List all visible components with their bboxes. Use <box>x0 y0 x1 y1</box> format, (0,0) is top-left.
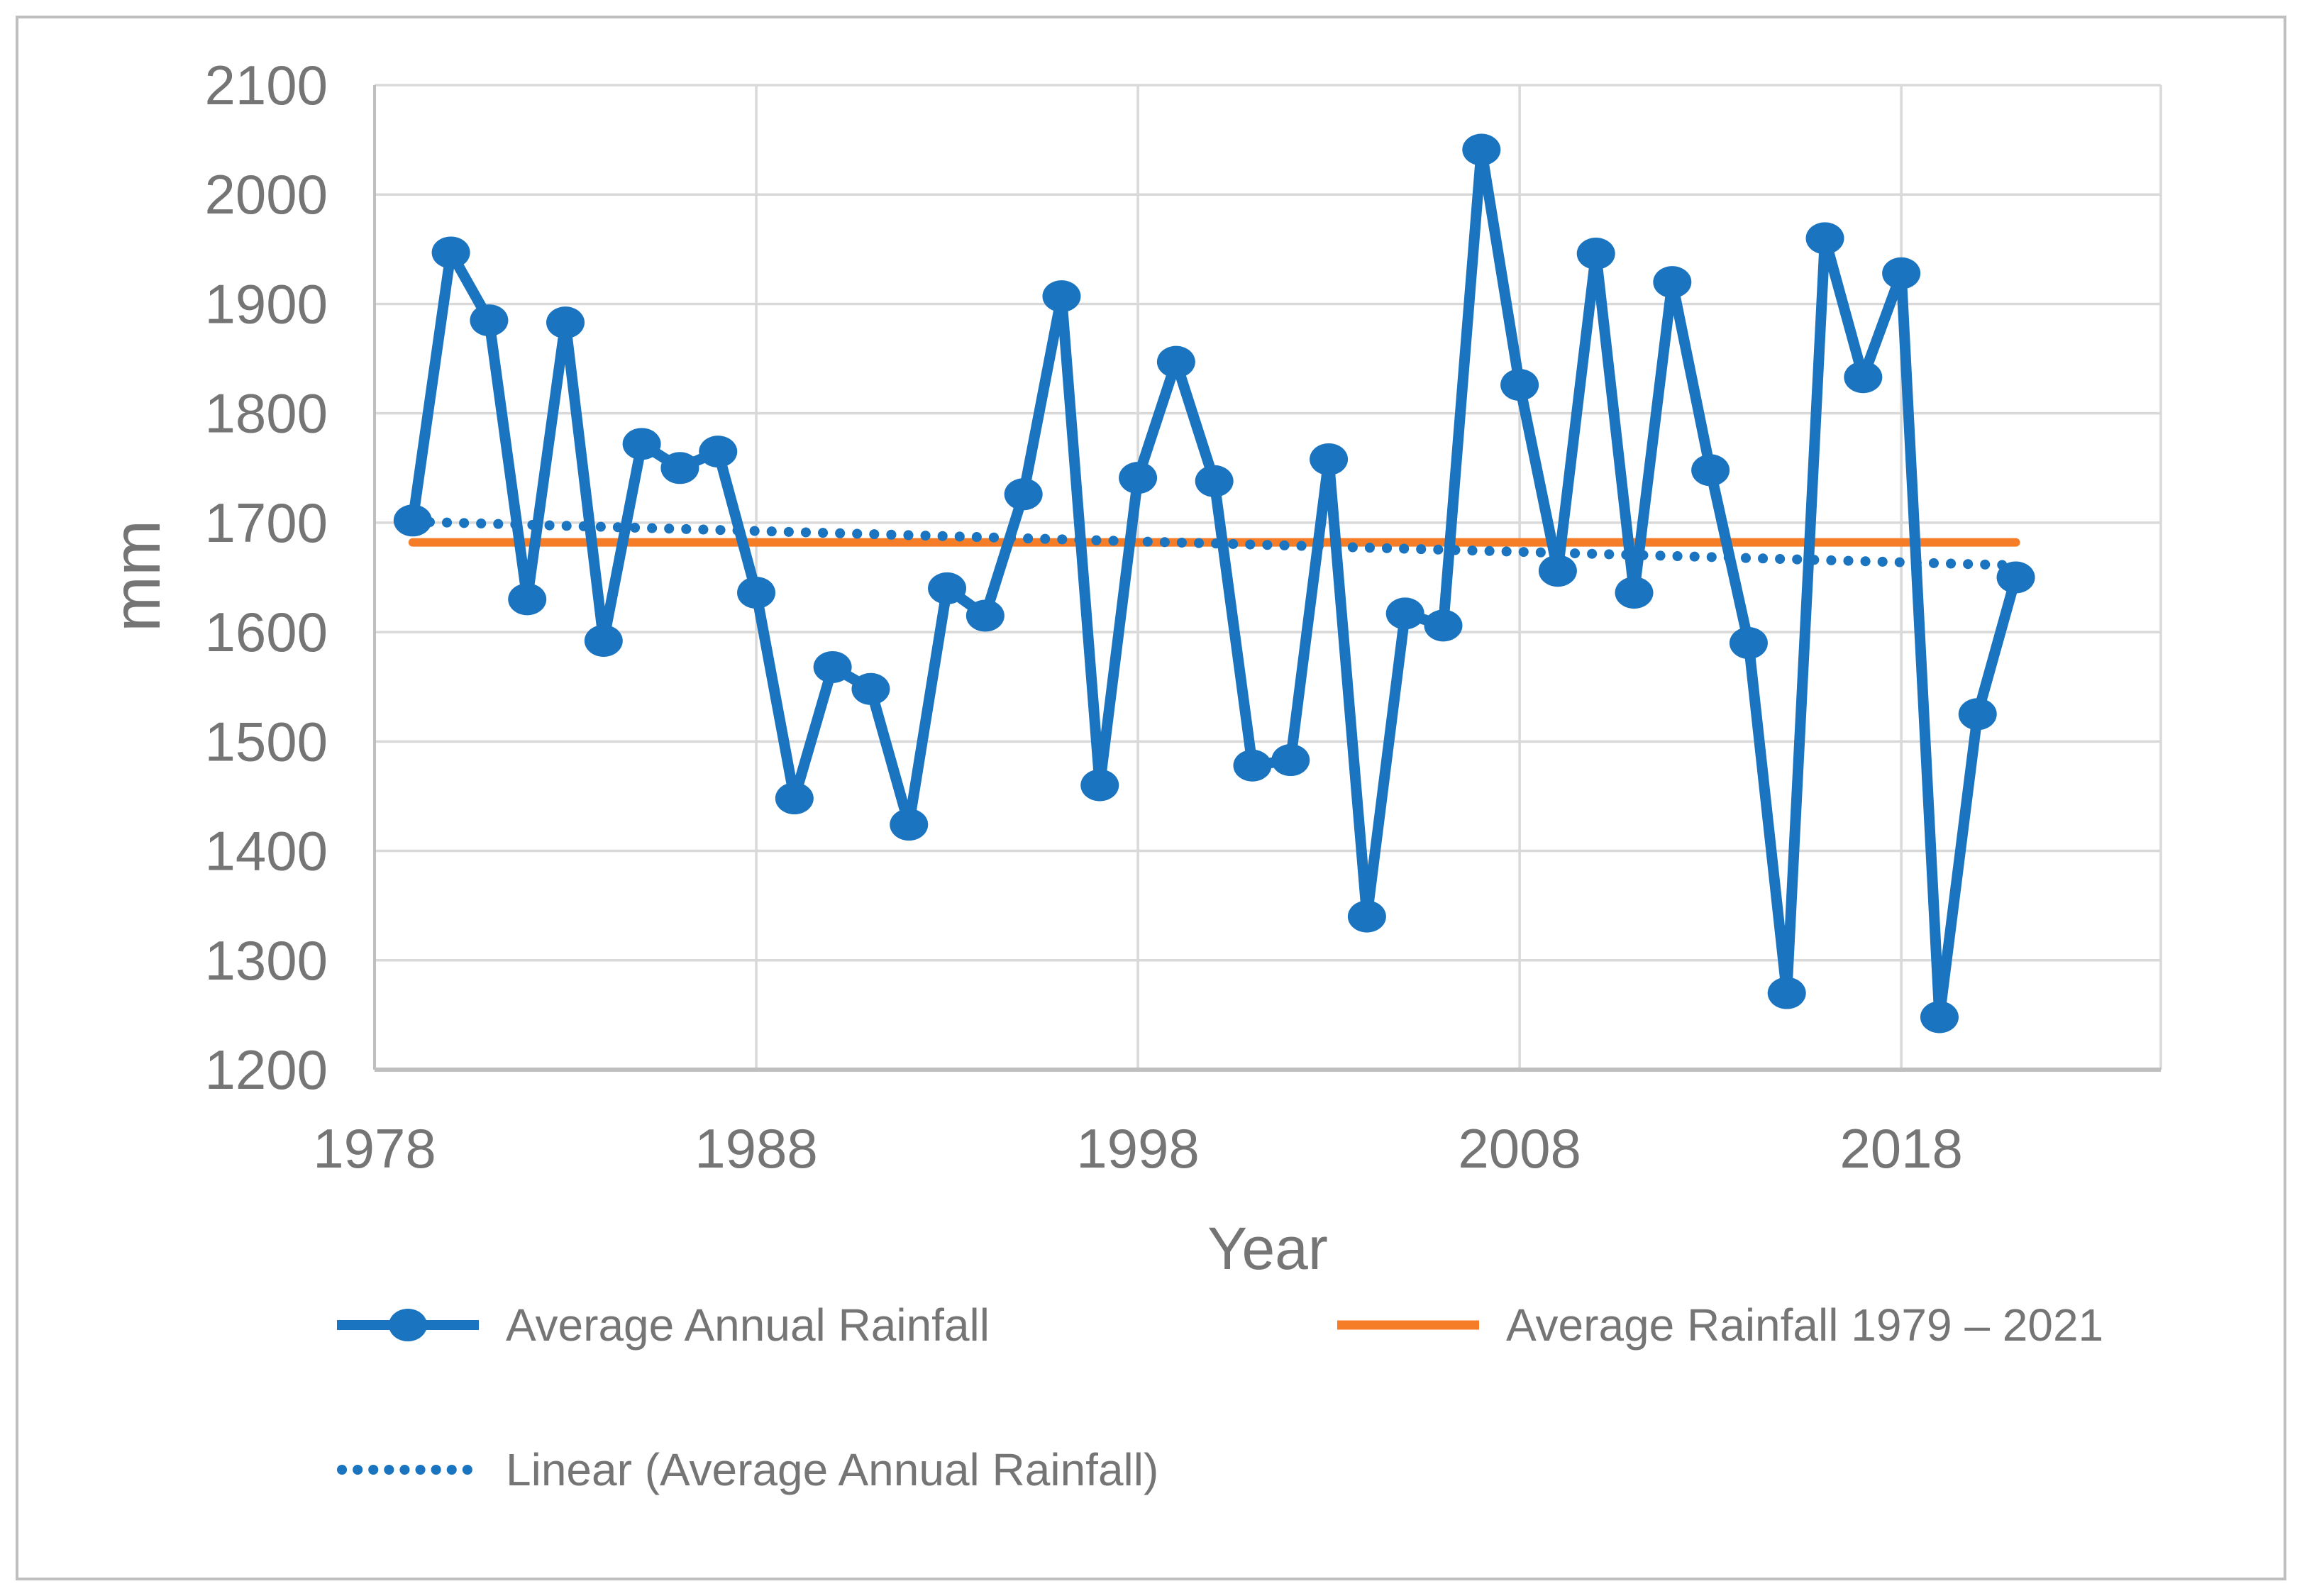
legend-label: Average Rainfall 1979 – 2021 <box>1506 1299 2104 1351</box>
y-tick-label: 1400 <box>204 820 328 882</box>
data-point-marker <box>1538 555 1577 587</box>
y-tick-label: 1300 <box>204 929 328 992</box>
data-point-marker <box>1385 597 1424 630</box>
data-point-marker <box>965 599 1005 632</box>
y-tick-label: 2100 <box>204 54 328 116</box>
data-point-marker <box>1310 443 1349 475</box>
data-point-marker <box>1691 454 1730 487</box>
data-point-marker <box>737 577 776 609</box>
data-point-marker <box>1347 900 1386 933</box>
y-tick-label: 1500 <box>204 710 328 772</box>
data-point-marker <box>1271 744 1310 777</box>
x-tick-label: 1988 <box>695 1117 818 1180</box>
legend-item-average-rainfall: Average Rainfall 1979 – 2021 <box>1337 1299 2103 1351</box>
legend-label: Linear (Average Annual Rainfall) <box>506 1444 1159 1495</box>
data-point-marker <box>1767 977 1806 1009</box>
linear-trendline <box>407 516 2021 571</box>
data-point-marker <box>1233 749 1272 782</box>
y-tick-label: 1800 <box>204 382 328 445</box>
blue-line-marker-swatch <box>337 1309 479 1341</box>
x-tick-label: 1998 <box>1076 1117 1200 1180</box>
data-point-marker <box>1920 1001 1959 1033</box>
legend-item-average-annual-rainfall: Average Annual Rainfall <box>337 1299 990 1351</box>
data-point-marker <box>660 452 699 484</box>
y-axis-title: mm <box>99 519 175 633</box>
data-point-marker <box>546 306 585 339</box>
data-point-marker <box>431 236 470 269</box>
y-tick-label: 1900 <box>204 272 328 335</box>
data-point-marker <box>1729 627 1768 660</box>
data-point-marker <box>508 583 547 616</box>
data-point-marker <box>775 782 814 815</box>
data-point-marker <box>1119 462 1158 494</box>
data-point-marker <box>1195 465 1234 497</box>
data-point-marker <box>584 624 623 657</box>
data-point-marker <box>1958 698 1997 731</box>
orange-line-swatch <box>1337 1320 1479 1330</box>
x-tick-label: 1978 <box>313 1117 436 1180</box>
y-tick-label: 1600 <box>204 601 328 663</box>
x-axis-title: Year <box>1207 1215 1328 1282</box>
data-point-marker <box>890 809 929 841</box>
y-tick-label: 1700 <box>204 492 328 554</box>
data-point-marker <box>1500 369 1539 401</box>
data-point-marker <box>1424 609 1463 642</box>
average-annual-rainfall-line <box>407 144 2022 1023</box>
data-point-marker <box>1882 257 1921 289</box>
data-point-marker <box>622 428 661 460</box>
data-point-marker <box>1156 345 1195 378</box>
data-point-marker <box>393 504 432 537</box>
data-point-marker <box>1042 280 1081 313</box>
data-point-marker <box>928 572 967 604</box>
legend-item-linear-trend: Linear (Average Annual Rainfall) <box>337 1443 1158 1496</box>
data-point-marker <box>851 672 890 705</box>
data-point-marker <box>1844 361 1883 394</box>
data-point-marker <box>1805 222 1844 255</box>
x-tick-label: 2018 <box>1839 1117 1963 1180</box>
dotted-line-swatch <box>337 1465 479 1475</box>
y-tick-label: 1200 <box>204 1038 328 1101</box>
data-point-marker <box>470 304 509 337</box>
legend-label: Average Annual Rainfall <box>506 1299 990 1351</box>
data-point-marker <box>1080 769 1119 802</box>
data-point-marker <box>1576 238 1615 270</box>
y-tick-label: 2000 <box>204 163 328 226</box>
data-point-marker <box>1462 133 1501 166</box>
data-point-marker <box>1996 561 2035 594</box>
data-point-marker <box>1004 478 1043 511</box>
data-point-marker <box>1653 266 1692 299</box>
data-point-marker <box>699 436 738 468</box>
data-point-marker <box>813 650 852 683</box>
data-point-marker <box>1615 577 1654 609</box>
x-tick-label: 2008 <box>1458 1117 1581 1180</box>
